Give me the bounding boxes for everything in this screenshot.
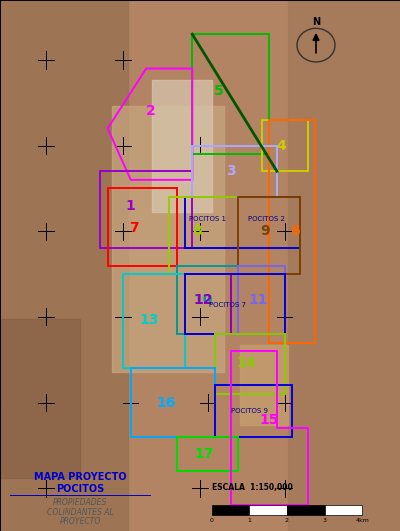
Text: 9: 9 xyxy=(260,224,270,238)
Text: 17: 17 xyxy=(195,447,214,461)
Text: 0: 0 xyxy=(210,518,214,523)
Bar xyxy=(324,505,362,515)
Bar xyxy=(212,505,249,515)
Text: 7: 7 xyxy=(129,221,139,235)
Bar xyxy=(0,0,128,531)
Text: POCITOS 9: POCITOS 9 xyxy=(231,408,268,414)
Text: 5: 5 xyxy=(214,84,223,98)
Text: MAPA PROYECTO: MAPA PROYECTO xyxy=(34,472,126,482)
Text: 2: 2 xyxy=(285,518,289,523)
Text: 15: 15 xyxy=(260,413,279,427)
Text: 11: 11 xyxy=(249,293,268,307)
Bar xyxy=(112,106,224,372)
Bar xyxy=(287,505,324,515)
Text: PROPIEDADES: PROPIEDADES xyxy=(53,499,107,508)
Text: 2: 2 xyxy=(146,104,156,118)
Bar xyxy=(288,0,400,531)
Text: 1: 1 xyxy=(248,518,251,523)
Text: POCITOS 1: POCITOS 1 xyxy=(189,216,226,222)
Bar xyxy=(240,345,288,425)
Text: POCITOS 7: POCITOS 7 xyxy=(209,302,246,308)
Text: 13: 13 xyxy=(140,313,159,327)
Text: POCITOS 2: POCITOS 2 xyxy=(248,216,284,222)
Text: 10: 10 xyxy=(193,293,213,307)
Text: 8: 8 xyxy=(192,224,202,238)
Text: 4: 4 xyxy=(277,139,286,152)
Text: PROYECTO: PROYECTO xyxy=(59,517,101,526)
Bar xyxy=(0,319,80,478)
Text: 12: 12 xyxy=(193,293,213,307)
Text: N: N xyxy=(312,16,320,27)
Text: 3: 3 xyxy=(226,164,236,178)
Bar xyxy=(152,80,212,212)
Text: 6: 6 xyxy=(290,224,300,238)
Text: COLINDANTES AL: COLINDANTES AL xyxy=(47,508,113,517)
Text: 3: 3 xyxy=(322,518,326,523)
Text: POCITOS: POCITOS xyxy=(56,484,104,494)
Text: 16: 16 xyxy=(156,396,176,409)
Text: ESCALA  1:150,000: ESCALA 1:150,000 xyxy=(212,483,292,492)
Text: 1: 1 xyxy=(126,199,136,212)
Bar xyxy=(249,505,287,515)
Text: 4km: 4km xyxy=(355,518,369,523)
Text: 14: 14 xyxy=(236,356,256,370)
